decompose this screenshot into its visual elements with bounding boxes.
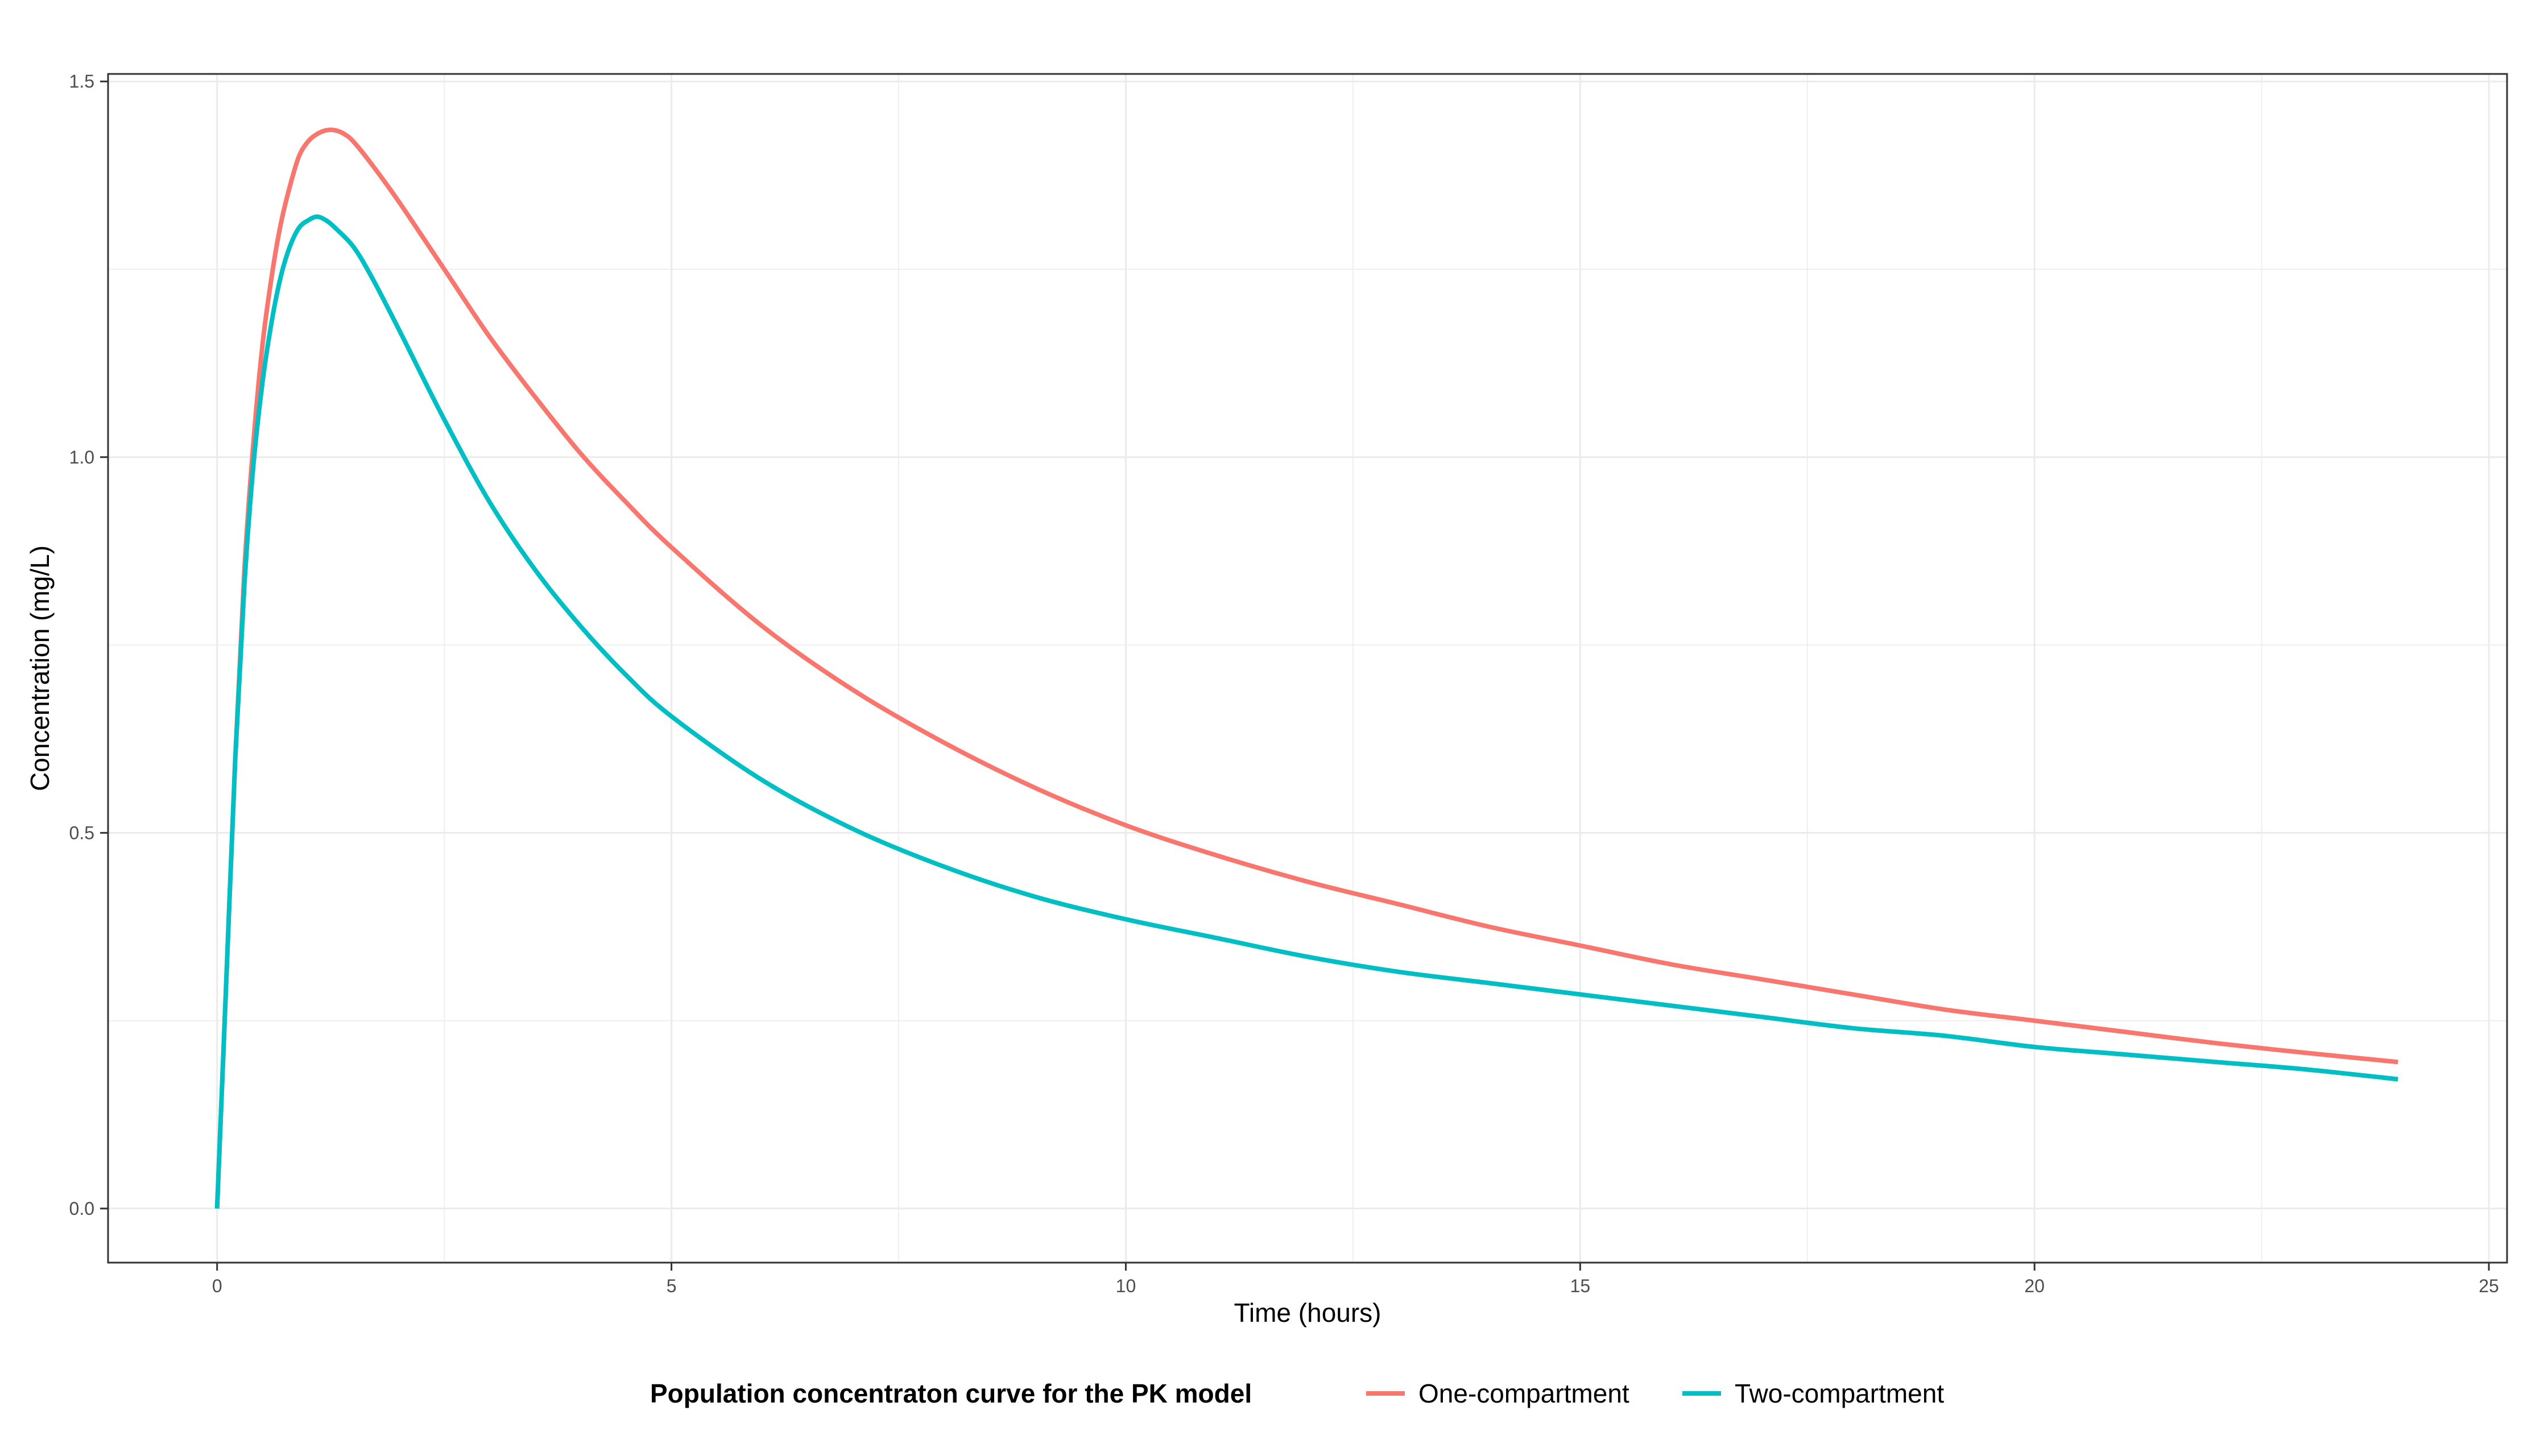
x-axis-title: Time (hours) (1234, 1298, 1381, 1327)
x-tick-label: 5 (667, 1276, 677, 1296)
x-tick-label: 0 (212, 1276, 222, 1296)
y-tick-label: 1.0 (69, 447, 94, 468)
legend-label-one-compartment: One-compartment (1418, 1379, 1629, 1408)
minor-gridlines (108, 74, 2507, 1263)
series-line-two-compartment (214, 214, 2398, 1209)
y-tick-label: 0.5 (69, 822, 94, 843)
legend-label-two-compartment: Two-compartment (1735, 1379, 1944, 1408)
legend-title: Population concentraton curve for the PK… (650, 1379, 1252, 1408)
series-layer (214, 127, 2398, 1209)
y-tick-label: 0.0 (69, 1198, 94, 1219)
x-tick-label: 25 (2479, 1276, 2499, 1296)
legend: Population concentraton curve for the PK… (650, 1379, 1944, 1408)
plot-panel-background (108, 74, 2507, 1263)
x-tick-label: 10 (1116, 1276, 1136, 1296)
y-axis-ticks: 0.0 0.5 1.0 1.5 (69, 71, 108, 1219)
major-gridlines (108, 74, 2507, 1263)
plot-panel-border (107, 73, 2508, 1264)
series-line-one-compartment (214, 127, 2398, 1209)
y-tick-label: 1.5 (69, 71, 94, 92)
x-tick-label: 15 (1570, 1276, 1591, 1296)
x-tick-label: 20 (2024, 1276, 2045, 1296)
y-axis-title: Concentration (mg/L) (25, 545, 55, 791)
x-axis-ticks: 0 5 10 15 20 25 (212, 1263, 2499, 1296)
